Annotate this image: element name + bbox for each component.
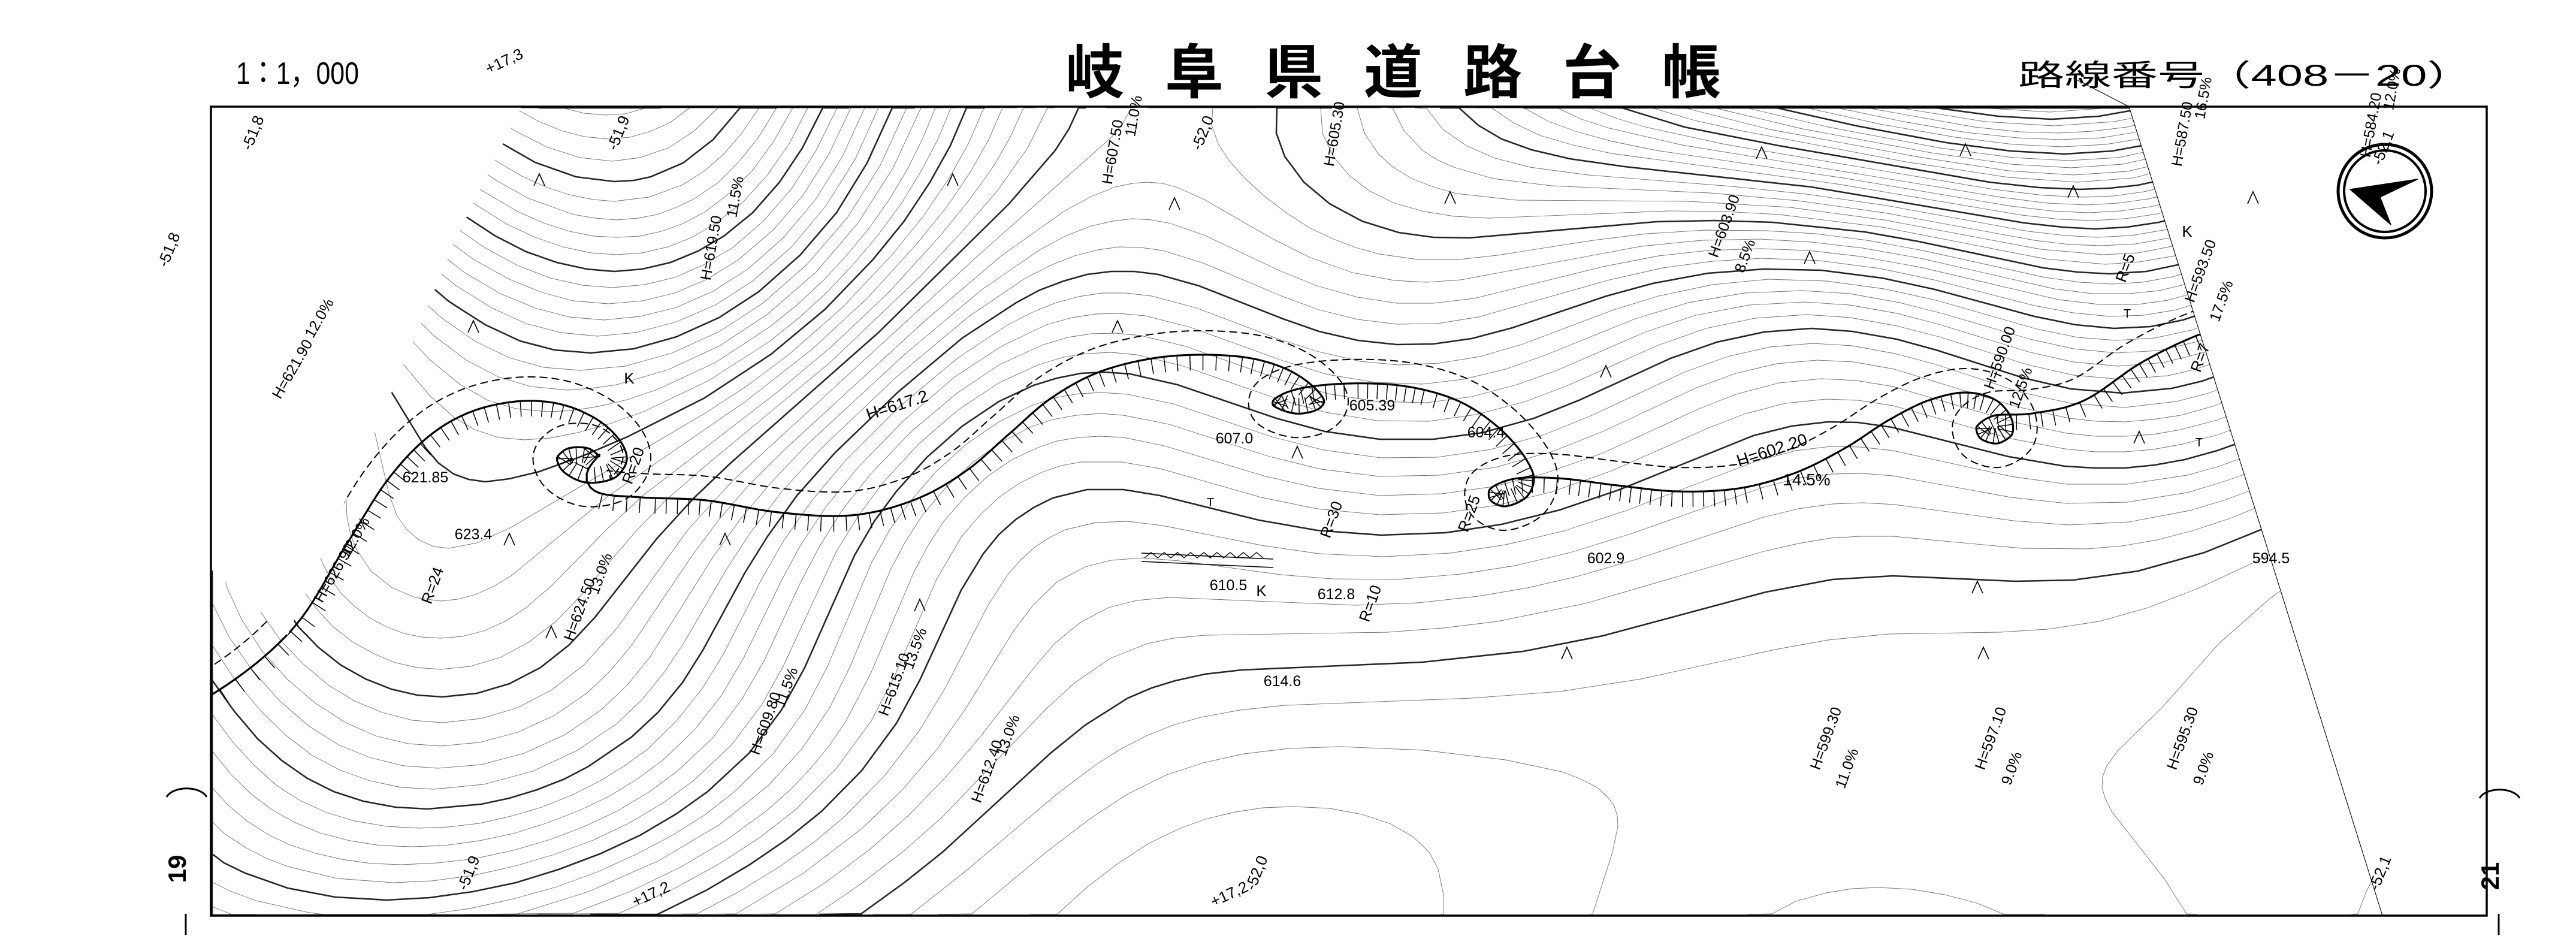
svg-text:T: T [2124, 307, 2131, 321]
svg-text:T: T [1207, 496, 1214, 509]
svg-text:14.5%: 14.5% [1783, 470, 1830, 489]
svg-text:604.4: 604.4 [1467, 424, 1505, 441]
svg-text:605.39: 605.39 [1349, 397, 1395, 414]
svg-text:621.85: 621.85 [403, 469, 448, 486]
svg-text:路線番号（408－20）: 路線番号（408－20） [2018, 59, 2474, 92]
svg-text:K: K [2182, 222, 2193, 240]
svg-text:T: T [2196, 436, 2203, 449]
svg-text:K: K [624, 369, 635, 387]
svg-text:614.6: 614.6 [1264, 673, 1301, 690]
svg-text:K: K [1256, 582, 1267, 600]
svg-text:610.5: 610.5 [1210, 577, 1248, 594]
svg-text:19: 19 [163, 855, 191, 883]
svg-text:岐阜県道路台帳: 岐阜県道路台帳 [1065, 40, 1762, 105]
svg-text:602.9: 602.9 [1587, 550, 1625, 567]
svg-text:607.0: 607.0 [1216, 430, 1254, 447]
svg-text:612.8: 612.8 [1318, 586, 1355, 603]
svg-text:21: 21 [2476, 862, 2504, 890]
svg-text:623.4: 623.4 [455, 526, 493, 543]
svg-text:1：1，000: 1：1，000 [236, 56, 359, 91]
svg-text:594.5: 594.5 [2252, 550, 2290, 567]
